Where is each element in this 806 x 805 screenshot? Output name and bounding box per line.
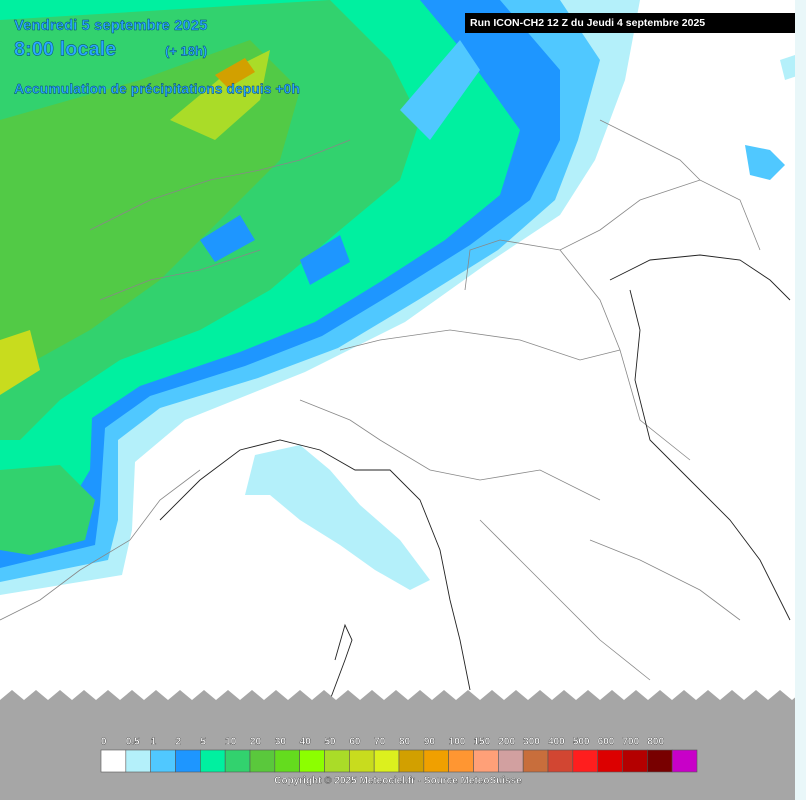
legend-label: 20: [250, 737, 262, 748]
borders: [0, 119, 761, 681]
legend-label: 0.5: [126, 737, 140, 748]
legend-swatch: [373, 749, 400, 773]
legend-swatch: [622, 749, 648, 773]
out-of-domain: [0, 690, 806, 800]
copyright: Copyright © 2025 Meteociel.fr - Source M…: [274, 776, 522, 787]
legend-swatch: [224, 749, 251, 773]
right-edge: [795, 0, 806, 800]
legend-label: 0: [101, 737, 107, 748]
legend-label: 60: [349, 737, 361, 748]
legend-swatch: [100, 749, 127, 773]
legend-label: 5: [200, 737, 206, 748]
precip-orange: [215, 58, 255, 88]
legend-label: 90: [424, 737, 436, 748]
legend-swatch: [200, 749, 226, 773]
offset-label: (+ 18h): [165, 43, 207, 58]
run-box: [465, 13, 795, 33]
legend-label: 40: [300, 737, 312, 748]
legend-swatch: [125, 749, 151, 773]
legend: 0 0.5 1 2 5 10 20 30 40 50 60 70 80 90 100 150 200 300 400…: [100, 736, 698, 773]
legend-swatch: [423, 749, 449, 773]
legend-label: 80: [399, 737, 411, 748]
legend-swatch: [249, 749, 276, 773]
legend-label: 200: [498, 737, 515, 748]
legend-swatch: [175, 749, 201, 773]
legend-label: 50: [325, 737, 337, 748]
legend-swatch: [522, 749, 549, 773]
legend-swatch: [647, 749, 673, 773]
legend-label: 800: [647, 737, 664, 748]
legend-label: 1: [151, 737, 157, 748]
legend-swatch: [448, 749, 474, 773]
legend-swatch: [671, 749, 698, 773]
coastlines: [159, 254, 791, 701]
legend-label: 30: [275, 737, 287, 748]
legend-label: 10: [225, 737, 237, 748]
field-label: Accumulation de précipitations depuis +0…: [14, 81, 300, 97]
precip-coast: [245, 445, 430, 590]
legend-label: 500: [573, 737, 590, 748]
legend-swatch: [547, 749, 574, 773]
legend-swatch: [349, 749, 375, 773]
legend-label: 150: [474, 737, 491, 748]
legend-label: 600: [598, 737, 615, 748]
legend-label: 700: [623, 737, 640, 748]
legend-swatch: [597, 749, 623, 773]
precip-ne: [745, 145, 785, 180]
legend-swatch: [398, 749, 425, 773]
legend-label: 100: [449, 737, 466, 748]
precip-blue-streak: [400, 40, 480, 140]
precip-blue-streak: [200, 215, 255, 262]
precip-blue-streak: [300, 235, 350, 285]
legend-swatch: [274, 749, 300, 773]
legend-label: 2: [176, 737, 182, 748]
date-label: Vendredi 5 septembre 2025: [14, 17, 207, 34]
legend-swatch: [572, 749, 598, 773]
legend-swatch: [473, 749, 499, 773]
legend-swatch: [324, 749, 350, 773]
time-label: 8:00 locale: [14, 38, 116, 60]
legend-label: 70: [374, 737, 386, 748]
run-label: Run ICON-CH2 12 Z du Jeudi 4 septembre 2…: [470, 17, 705, 29]
precip-yellow2: [0, 330, 40, 395]
legend-swatch: [299, 749, 325, 773]
legend-label: 400: [548, 737, 565, 748]
legend-swatch: [498, 749, 524, 773]
legend-label: 300: [523, 737, 540, 748]
precip-bottomleft: [0, 465, 95, 555]
legend-swatch: [150, 749, 176, 773]
